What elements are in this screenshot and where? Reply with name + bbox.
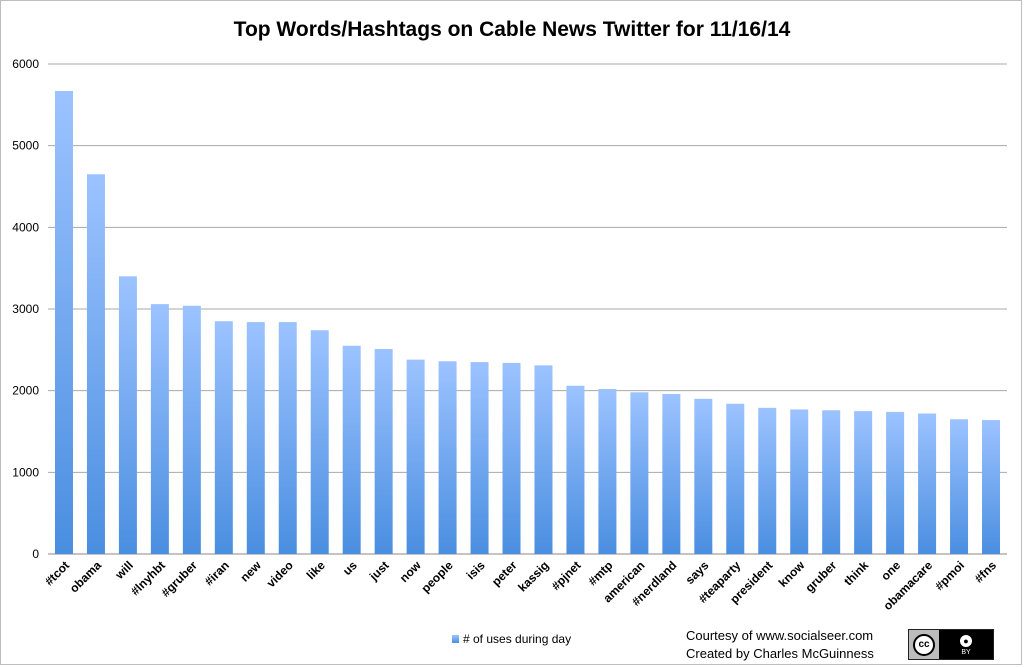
x-tick-label: people <box>418 558 455 595</box>
by-section: ● BY <box>939 630 993 659</box>
bar <box>150 304 169 554</box>
y-tick-label: 3000 <box>12 302 39 316</box>
bar <box>566 385 585 554</box>
x-tick-label: new <box>237 558 264 585</box>
x-tick-label: video <box>264 558 296 590</box>
bar <box>886 411 905 554</box>
y-tick-label: 2000 <box>12 384 39 398</box>
bar <box>86 174 105 554</box>
x-tick-label: #fns <box>972 558 1000 586</box>
bar <box>246 322 265 554</box>
bar <box>598 389 617 554</box>
bar <box>950 419 969 554</box>
x-tick-label: says <box>683 558 712 587</box>
person-icon: ● <box>958 632 974 649</box>
x-tick-label: #gruber <box>158 558 200 600</box>
bar <box>790 409 809 554</box>
x-tick-label: #pmoi <box>932 558 967 593</box>
bar <box>470 362 489 554</box>
y-tick-label: 0 <box>32 547 39 561</box>
x-tick-label: one <box>878 558 903 583</box>
credits-line-1: Courtesy of www.socialseer.com <box>686 628 874 643</box>
y-tick-label: 5000 <box>12 139 39 153</box>
bar <box>118 276 137 554</box>
bar <box>502 362 521 554</box>
x-tick-label: #pjnet <box>549 558 584 593</box>
x-tick-label: #iran <box>202 558 232 588</box>
bar <box>214 321 233 554</box>
x-tick-label: isis <box>464 558 488 582</box>
bar <box>406 359 425 554</box>
by-label: BY <box>961 648 971 656</box>
bar <box>694 398 713 554</box>
bar <box>342 345 361 554</box>
bar <box>310 330 329 554</box>
bar <box>182 305 201 554</box>
x-tick-label: now <box>397 558 424 585</box>
chart-title: Top Words/Hashtags on Cable News Twitter… <box>233 18 791 41</box>
x-tick-label: just <box>366 558 392 584</box>
bar <box>662 393 681 554</box>
bar <box>630 392 649 554</box>
y-tick-label: 1000 <box>12 465 39 479</box>
legend-swatch <box>452 635 459 643</box>
x-tick-label: kassig <box>515 558 551 594</box>
credits-line-2: Created by Charles McGuinness <box>686 646 874 661</box>
bar <box>278 322 297 554</box>
x-tick-label: gruber <box>803 558 840 595</box>
x-tick-label: think <box>841 558 871 588</box>
bar <box>822 410 841 554</box>
legend: # of uses during day <box>452 632 571 646</box>
x-tick-label: us <box>340 558 360 578</box>
credits: Courtesy of www.socialseer.com Created b… <box>686 627 874 663</box>
bar <box>534 365 553 554</box>
bar <box>918 413 937 554</box>
cc-icon: cc <box>913 633 935 656</box>
bar <box>726 403 745 554</box>
y-tick-label: 6000 <box>12 57 39 71</box>
bar <box>438 361 457 554</box>
creative-commons-by-icon: cc ● BY <box>908 629 994 660</box>
legend-label: # of uses during day <box>463 632 572 646</box>
x-tick-label: will <box>112 558 136 582</box>
bar <box>54 90 73 554</box>
cc-section: cc <box>909 630 939 659</box>
bar <box>982 420 1001 554</box>
x-tick-label: obama <box>67 558 104 595</box>
bar <box>758 407 777 554</box>
bar <box>374 349 393 554</box>
bar <box>854 411 873 554</box>
x-tick-label: like <box>304 558 328 582</box>
y-tick-label: 4000 <box>12 220 39 234</box>
